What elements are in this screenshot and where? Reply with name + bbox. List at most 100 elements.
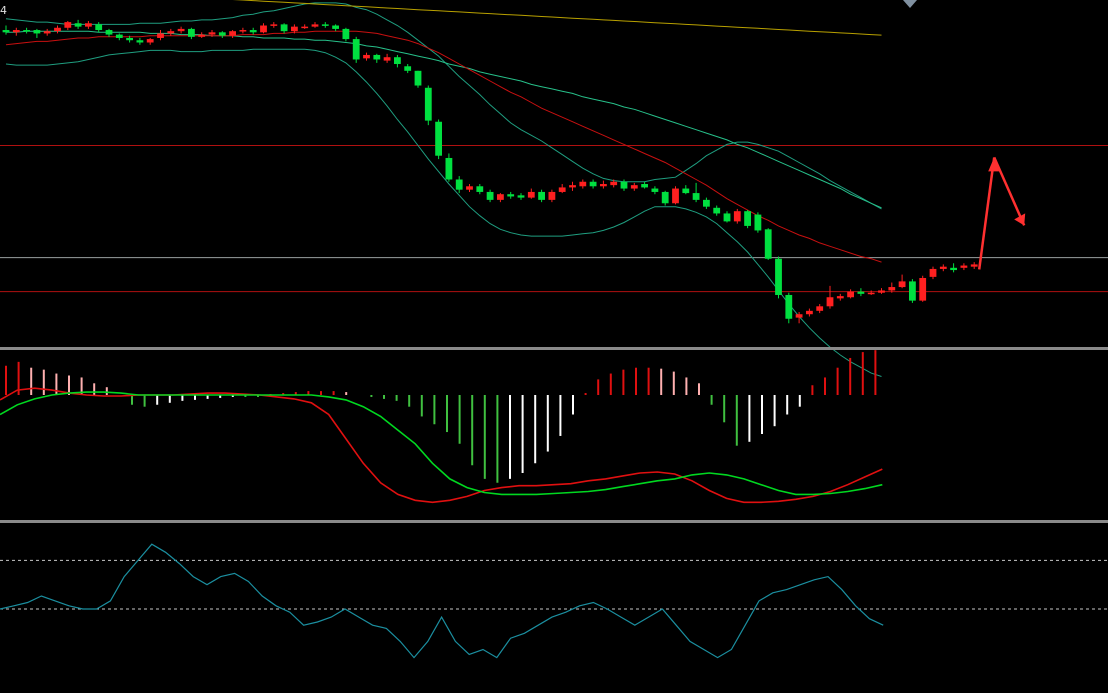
candle-body xyxy=(208,32,216,35)
candle-body xyxy=(33,30,41,34)
candle-body xyxy=(816,306,824,311)
candle-body xyxy=(919,277,927,301)
candle-body xyxy=(836,296,844,299)
forecast-down-arrowhead xyxy=(1014,213,1026,226)
candle-body xyxy=(723,213,731,222)
candle-80 xyxy=(826,285,834,309)
candle-body xyxy=(455,179,463,190)
candle-body xyxy=(579,181,587,187)
macd-dif-line xyxy=(0,391,883,496)
candle-body xyxy=(847,291,854,298)
candle-9 xyxy=(95,22,103,33)
candle-body xyxy=(64,22,72,28)
candle-62 xyxy=(641,181,648,189)
candle-35 xyxy=(363,52,370,61)
candle-body xyxy=(260,25,267,33)
candle-57 xyxy=(589,179,597,189)
candle-body xyxy=(239,30,247,32)
candle-body xyxy=(785,294,793,319)
candle-body xyxy=(692,193,700,200)
candle-14 xyxy=(146,37,154,45)
candle-90 xyxy=(929,266,937,280)
candle-body xyxy=(558,187,566,192)
candle-body xyxy=(188,28,195,37)
candle-3 xyxy=(33,28,41,38)
candle-29 xyxy=(301,24,309,29)
candle-25 xyxy=(260,23,267,34)
candle-46 xyxy=(476,184,484,195)
candle-65 xyxy=(672,186,679,205)
candle-89 xyxy=(919,275,927,302)
candle-92 xyxy=(950,263,957,273)
candle-body xyxy=(352,39,360,60)
candle-body xyxy=(146,39,154,43)
candle-31 xyxy=(321,22,329,28)
candle-41 xyxy=(424,85,432,126)
candle-61 xyxy=(630,182,638,191)
candle-55 xyxy=(569,181,576,191)
candle-body xyxy=(486,191,494,200)
candle-58 xyxy=(600,180,607,189)
candle-body xyxy=(218,32,226,36)
ma-red-line xyxy=(5,30,882,263)
candle-body xyxy=(929,268,937,277)
candle-51 xyxy=(527,188,535,199)
candle-38 xyxy=(394,54,401,68)
candle-86 xyxy=(888,282,896,293)
candle-body xyxy=(795,314,803,318)
bollinger-upper-line xyxy=(5,2,882,210)
candle-body xyxy=(610,181,618,186)
candle-body xyxy=(342,28,350,40)
candle-67 xyxy=(692,182,700,203)
candle-body xyxy=(270,24,278,26)
candle-7 xyxy=(74,19,82,29)
candle-21 xyxy=(218,31,226,38)
candle-body xyxy=(249,30,257,33)
candle-body xyxy=(12,30,20,33)
candle-40 xyxy=(414,70,422,88)
candle-body xyxy=(888,287,896,291)
candle-body xyxy=(538,191,545,200)
oscillator-line xyxy=(0,543,884,659)
candle-30 xyxy=(311,22,319,28)
candle-body xyxy=(445,157,453,180)
candle-body xyxy=(404,66,412,71)
candle-body xyxy=(620,181,628,189)
candle-body xyxy=(74,23,82,27)
candle-body xyxy=(301,26,309,29)
candle-body xyxy=(476,186,484,192)
candle-body xyxy=(157,33,164,38)
candle-18 xyxy=(188,27,195,40)
candle-body xyxy=(383,57,391,61)
candle-body xyxy=(363,54,370,59)
candle-66 xyxy=(682,185,690,195)
forecast-down-arrow xyxy=(993,156,1026,226)
candle-body xyxy=(373,54,381,60)
candle-75 xyxy=(775,256,782,299)
candle-87 xyxy=(898,274,906,289)
candle-59 xyxy=(610,179,618,188)
candle-76 xyxy=(785,292,793,324)
candle-53 xyxy=(548,189,556,203)
candle-body xyxy=(898,281,906,288)
candle-body xyxy=(43,31,51,34)
candle-body xyxy=(630,185,638,189)
candle-body xyxy=(394,57,401,65)
top-marker xyxy=(903,0,917,8)
forecast-up-arrowhead xyxy=(988,157,1000,172)
candle-6 xyxy=(64,20,72,31)
candle-body xyxy=(280,24,288,32)
candle-8 xyxy=(85,20,92,29)
candle-body xyxy=(703,199,710,207)
candle-68 xyxy=(703,197,710,209)
candle-77 xyxy=(795,311,803,324)
candle-12 xyxy=(126,35,133,43)
candle-body xyxy=(867,292,875,295)
candle-71 xyxy=(733,208,741,224)
candle-15 xyxy=(157,30,164,41)
candle-body xyxy=(2,30,10,33)
candle-body xyxy=(733,211,741,222)
candle-39 xyxy=(404,64,412,74)
candle-body xyxy=(651,188,659,192)
